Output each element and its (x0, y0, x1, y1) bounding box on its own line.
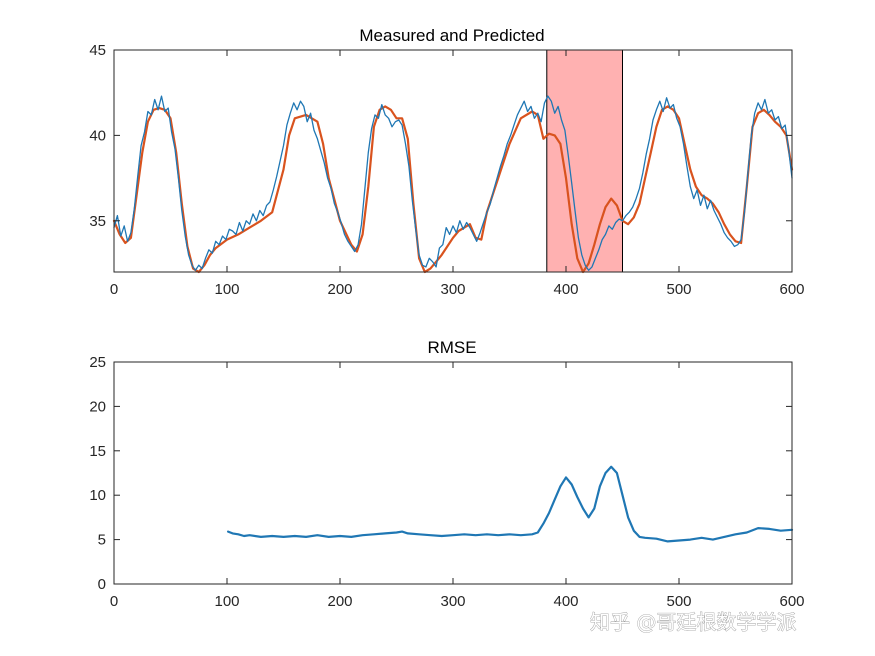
x-tick-label: 100 (214, 593, 239, 610)
chart-title-top: Measured and Predicted (359, 26, 544, 45)
y-tick-label: 0 (98, 576, 106, 593)
x-tick-label: 200 (327, 593, 352, 610)
x-tick-label: 300 (440, 281, 465, 298)
series-line-measured (113, 95, 793, 271)
highlight-region (546, 49, 623, 273)
watermark-text: 知乎 @哥廷根数学学派 (590, 610, 796, 634)
plot-rmse: RMSE 0 100 200 300 400 500 600 0 5 10 15 20 25 (89, 338, 804, 610)
chart-title-bottom: RMSE (427, 338, 476, 357)
x-tick-label: 0 (110, 593, 118, 610)
x-tick-label: 400 (553, 281, 578, 298)
x-tick-label: 500 (666, 281, 691, 298)
y-tick-label: 35 (89, 213, 106, 230)
series-line-rmse (227, 465, 794, 543)
x-tick-label: 600 (779, 281, 804, 298)
x-tick-label: 0 (110, 281, 118, 298)
y-tick-label: 15 (89, 443, 106, 460)
x-tick-label: 200 (327, 281, 352, 298)
y-tick-label: 5 (98, 532, 106, 549)
x-tick-label: 100 (214, 281, 239, 298)
x-tick-label: 300 (440, 593, 465, 610)
y-tick-label: 45 (89, 42, 106, 59)
y-tick-label: 10 (89, 487, 106, 504)
x-tick-label: 600 (779, 593, 804, 610)
y-tick-label: 40 (89, 127, 106, 144)
plot-measured-predicted: Measured and Predicted 0 100 200 300 400 500 6… (89, 26, 804, 298)
x-tick-label: 500 (666, 593, 691, 610)
x-tick-label: 400 (553, 593, 578, 610)
y-tick-label: 20 (89, 398, 106, 415)
y-tick-label: 25 (89, 354, 106, 371)
